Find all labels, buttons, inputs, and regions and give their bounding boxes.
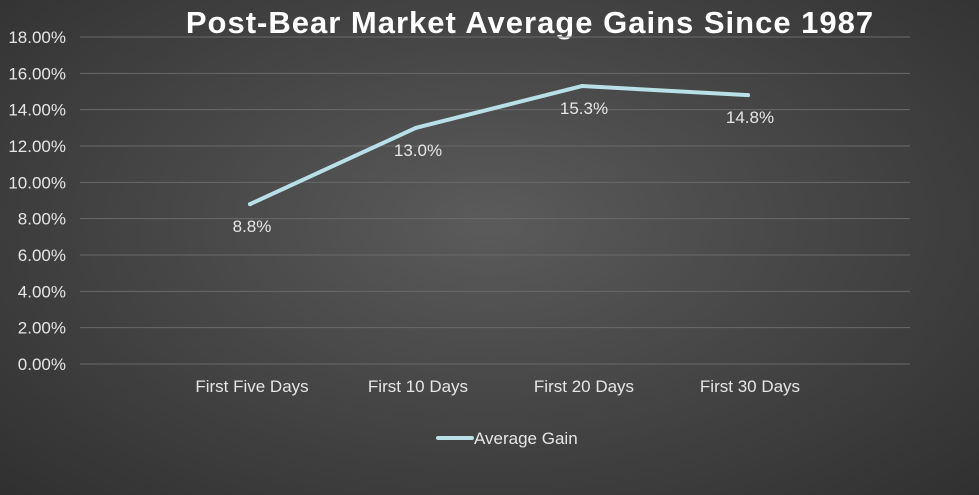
data-label: 8.8%: [233, 217, 272, 236]
x-tick-label: First 10 Days: [368, 377, 468, 396]
series-average-gain: [248, 84, 750, 207]
y-tick-label: 10.00%: [8, 173, 66, 192]
y-tick-label: 4.00%: [18, 282, 66, 301]
data-label: 15.3%: [560, 99, 608, 118]
y-tick-label: 12.00%: [8, 137, 66, 156]
x-tick-label: First 30 Days: [700, 377, 800, 396]
y-tick-label: 0.00%: [18, 355, 66, 374]
y-tick-label: 2.00%: [18, 319, 66, 338]
series-line-average-gain: [248, 84, 750, 207]
y-tick-label: 16.00%: [8, 64, 66, 83]
data-point: [414, 125, 418, 130]
data-point: [580, 84, 584, 89]
y-tick-label: 14.00%: [8, 101, 66, 120]
data-point: [746, 93, 750, 98]
y-tick-label: 18.00%: [8, 28, 66, 47]
x-tick-label: First 20 Days: [534, 377, 634, 396]
legend-label-average-gain: Average Gain: [474, 429, 578, 448]
y-tick-label: 6.00%: [18, 246, 66, 265]
y-tick-label: 8.00%: [18, 210, 66, 229]
y-axis-ticks: 0.00% 2.00% 4.00% 6.00% 8.00% 10.00% 12.00% 14.…: [8, 28, 66, 374]
data-label: 13.0%: [394, 141, 442, 160]
grid: [80, 36, 910, 365]
data-point: [248, 202, 252, 207]
chart-title: Post-Bear Market Average Gains Since 198…: [186, 5, 874, 40]
data-labels: 8.8% 13.0% 15.3% 14.8%: [233, 99, 774, 236]
data-label: 14.8%: [726, 108, 774, 127]
x-axis-ticks: First Five Days First 10 Days First 20 Day…: [195, 377, 800, 396]
legend: Average Gain: [436, 429, 578, 448]
x-tick-label: First Five Days: [195, 377, 308, 396]
